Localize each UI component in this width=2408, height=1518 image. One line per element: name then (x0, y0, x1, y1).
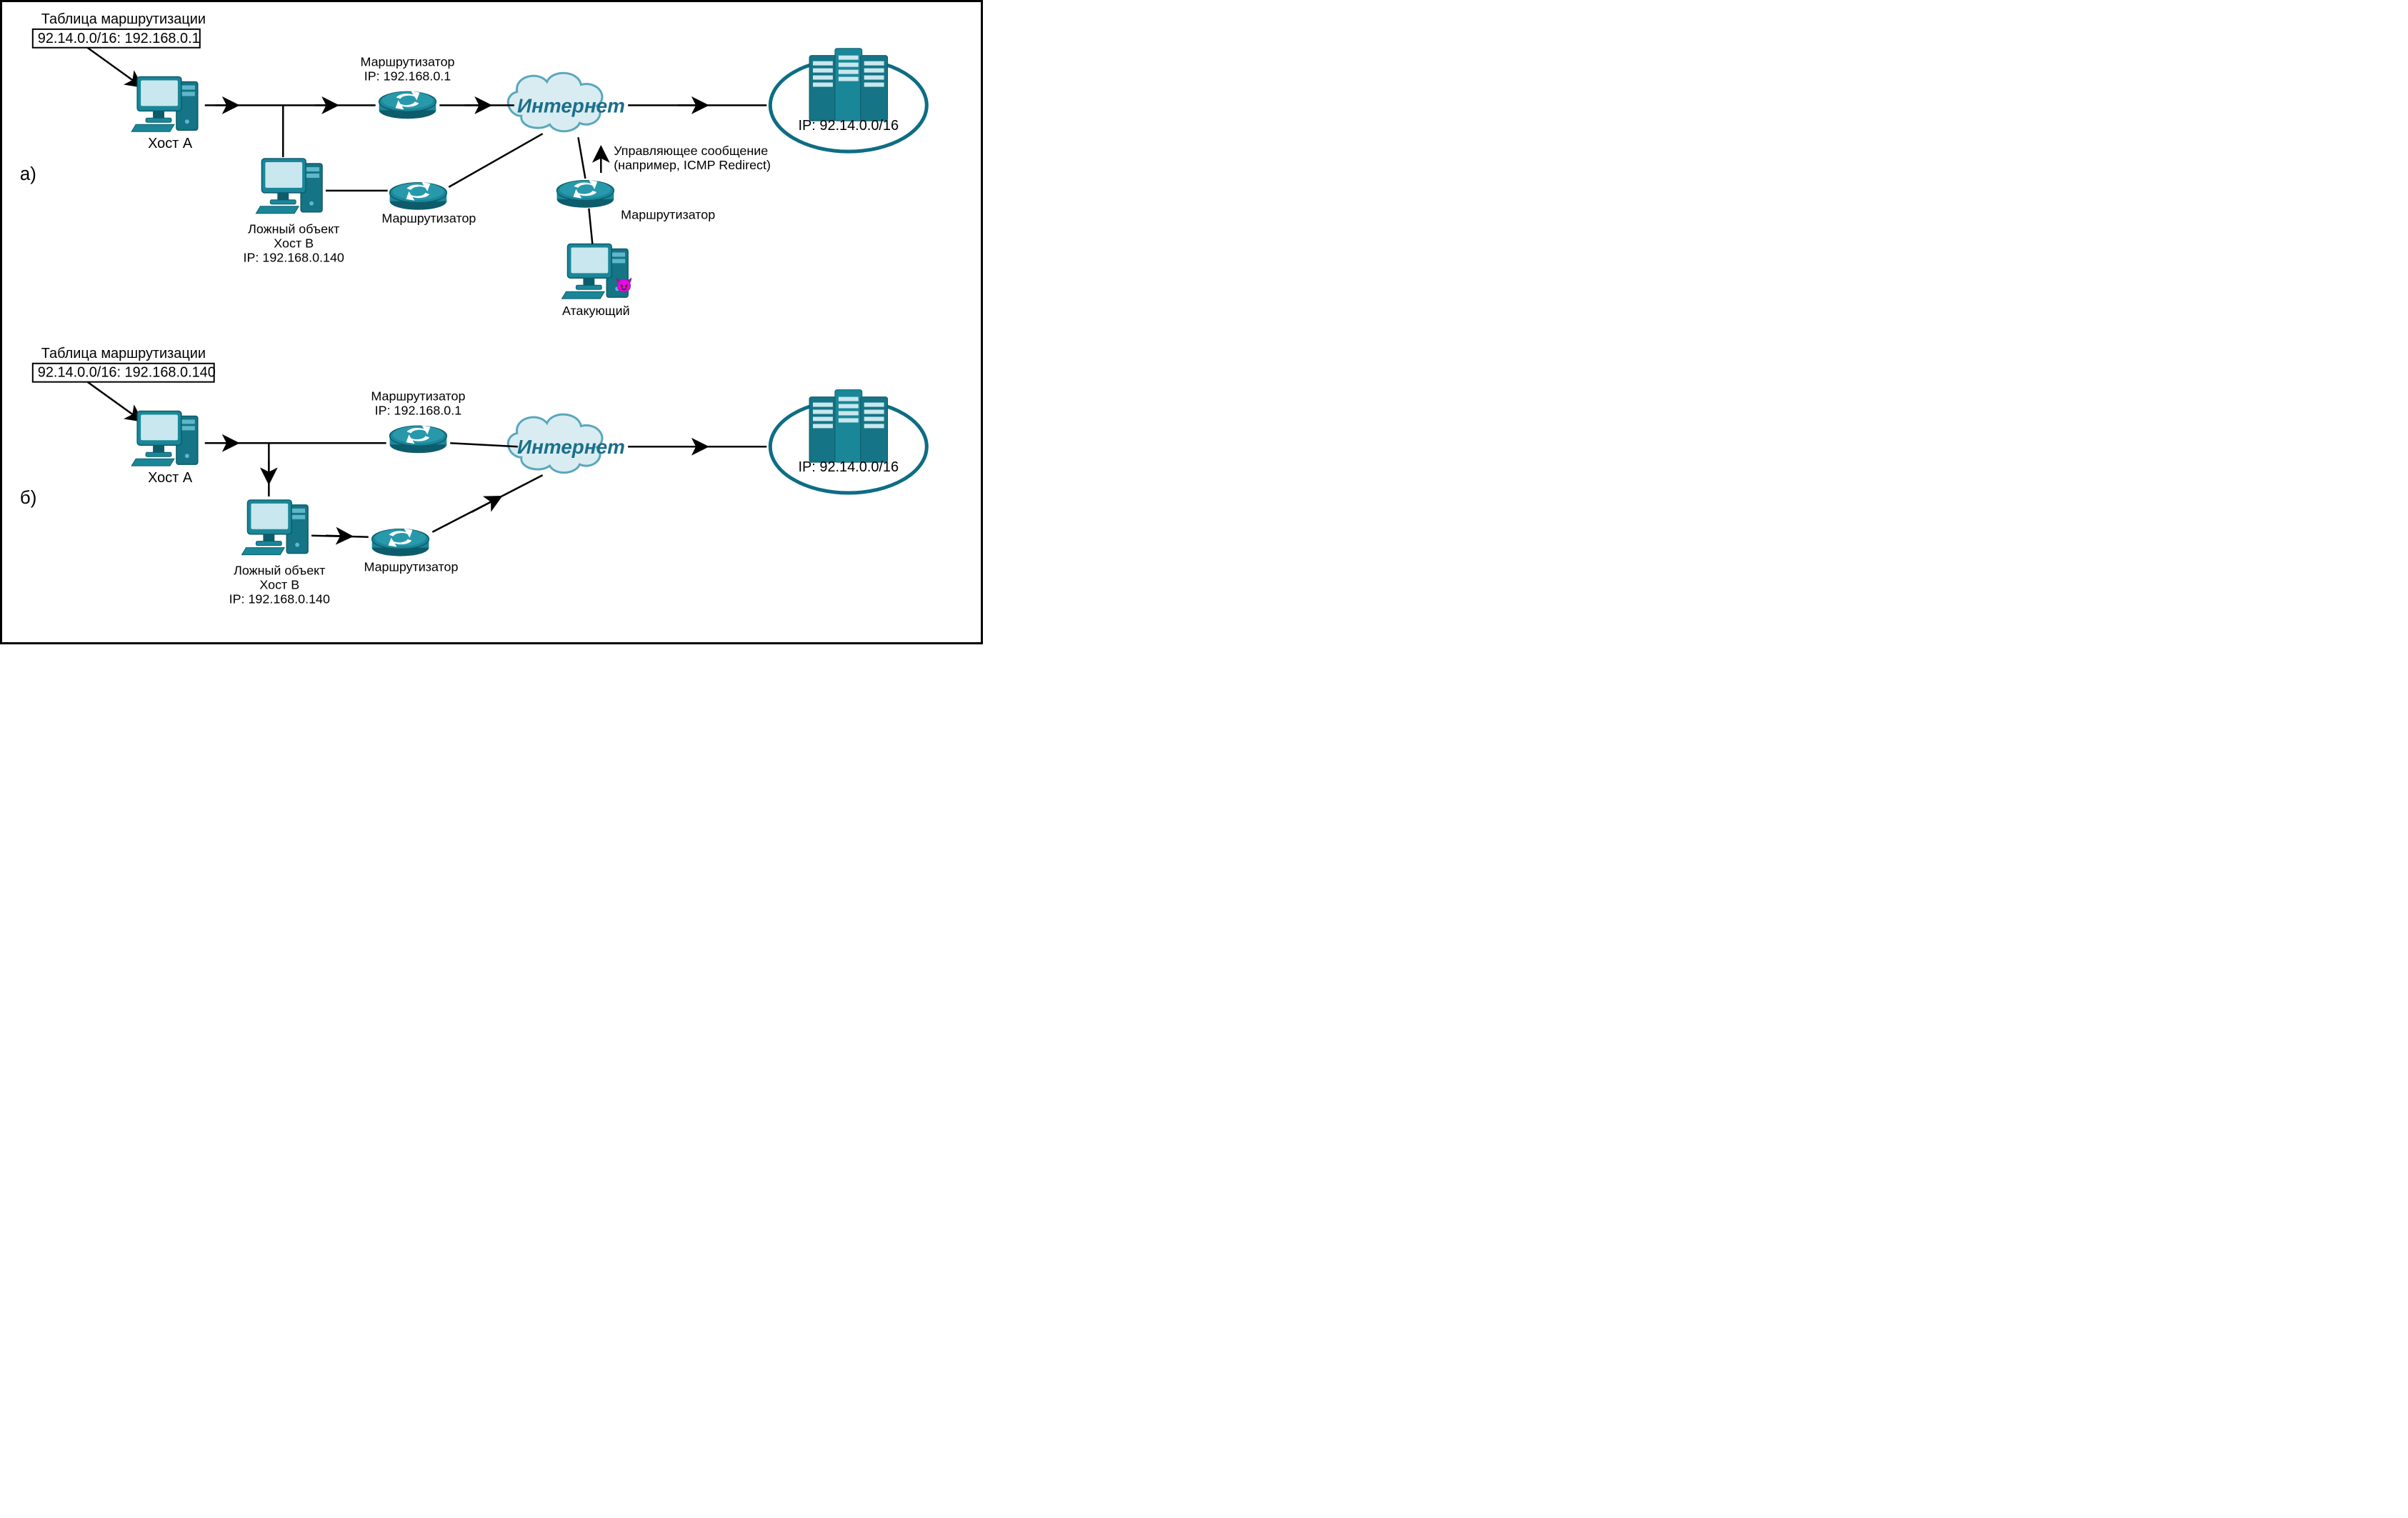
panel-a: а) Таблица маршрутизации 92.14.0.0/16: 1… (20, 11, 926, 318)
fakeobj-l1-b: Ложный объект (234, 563, 325, 577)
internet-text-b: Интернет (517, 436, 625, 458)
router2-icon-b (372, 529, 429, 556)
panel-a-label: а) (20, 164, 36, 184)
host-a-label: Хост A (148, 136, 193, 151)
server-ip-b: IP: 92.14.0.0/16 (799, 459, 899, 475)
router1-l2-a: IP: 192.168.0.1 (364, 69, 451, 84)
fakeobj-l1-a: Ложный объект (248, 222, 339, 236)
server-ip-a: IP: 92.14.0.0/16 (799, 118, 899, 134)
routing-table-arrow-a (87, 48, 141, 86)
router3-label-a: Маршрутизатор (621, 208, 715, 222)
servers-a (770, 49, 926, 151)
router1-l1-b: Маршрутизатор (371, 389, 465, 404)
host-a-icon (131, 77, 198, 132)
fakeobj-l2-a: Хост B (274, 236, 314, 250)
router1-l1-a: Маршрутизатор (360, 55, 454, 69)
routing-table-title-a: Таблица маршрутизации (41, 11, 206, 27)
routing-table-entry-a: 92.14.0.0/16: 192.168.0.1 (38, 31, 200, 46)
ctrlmsg-l1: Управляющее сообщение (614, 144, 768, 158)
servers-b (770, 390, 926, 493)
internet-text-a: Интернет (517, 94, 625, 116)
host-a-label-b: Хост A (148, 470, 193, 486)
fakeobj-l3-b: IP: 192.168.0.140 (229, 591, 330, 606)
host-a-icon-b (131, 411, 198, 466)
router1-l2-b: IP: 192.168.0.1 (375, 403, 462, 417)
routing-table-title-b: Таблица маршрутизации (41, 346, 206, 361)
router2-icon-a (390, 182, 447, 210)
diagram-frame: а) Таблица маршрутизации 92.14.0.0/16: 1… (0, 0, 983, 644)
router3-icon-a (557, 180, 614, 208)
host-b-icon-b (242, 500, 309, 555)
fakeobj-l2-b: Хост B (259, 577, 299, 591)
router2-label-b: Маршрутизатор (364, 559, 458, 574)
router1-icon-a (379, 91, 436, 119)
host-b-icon-a (256, 159, 322, 214)
panel-b-label: б) (20, 488, 36, 508)
routing-table-arrow-b (87, 382, 141, 421)
attacker-label: Атакующий (562, 304, 630, 318)
router2-label-a: Маршрутизатор (381, 211, 476, 226)
panel-b: б) Таблица маршрутизации 92.14.0.0/16: 1… (20, 346, 926, 606)
network-diagram: а) Таблица маршрутизации 92.14.0.0/16: 1… (2, 2, 981, 642)
router1-icon-b (390, 425, 447, 453)
routing-table-entry-b: 92.14.0.0/16: 192.168.0.140 (38, 365, 216, 381)
ctrlmsg-l2: (например, ICMP Redirect) (614, 158, 771, 172)
devil-icon: 😈 (615, 277, 633, 294)
fakeobj-l3-a: IP: 192.168.0.140 (244, 250, 344, 264)
